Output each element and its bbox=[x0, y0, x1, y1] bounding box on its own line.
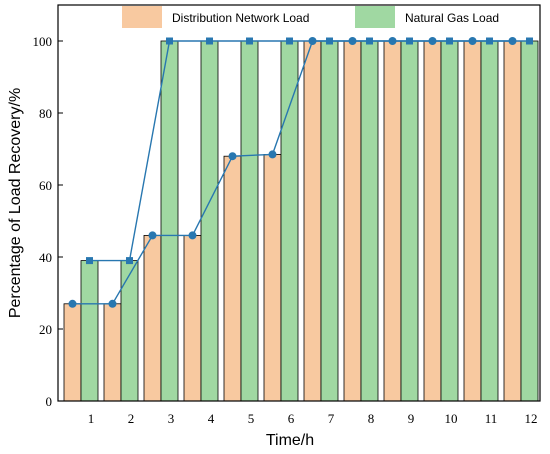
y-tick-label-60: 60 bbox=[39, 178, 52, 193]
bar-natural-gas-6 bbox=[280, 40, 299, 402]
bar-natural-gas-7 bbox=[320, 40, 339, 402]
bar-natural-gas-1 bbox=[80, 260, 99, 402]
point-natural-gas-2 bbox=[126, 257, 133, 265]
y-axis: 0 20 40 60 80 100 bbox=[33, 34, 63, 409]
bar-distribution-10 bbox=[423, 40, 442, 402]
y-tick-label-80: 80 bbox=[39, 106, 52, 121]
point-natural-gas-9 bbox=[406, 37, 413, 45]
bar-natural-gas-9 bbox=[400, 40, 419, 402]
point-natural-gas-10 bbox=[446, 37, 453, 45]
bar-natural-gas-3 bbox=[160, 40, 179, 402]
bar-distribution-1 bbox=[63, 303, 82, 402]
legend-swatch-distribution bbox=[122, 6, 162, 28]
x-tick-label-5: 5 bbox=[248, 411, 255, 426]
y-tick-label-0: 0 bbox=[46, 394, 53, 409]
x-tick-label-11: 11 bbox=[485, 411, 498, 426]
y-tick-label-40: 40 bbox=[39, 250, 52, 265]
legend-swatch-natural-gas bbox=[355, 6, 395, 28]
point-distribution-2 bbox=[108, 299, 117, 308]
point-distribution-5 bbox=[228, 152, 237, 161]
bar-natural-gas-2 bbox=[120, 260, 139, 402]
point-distribution-1 bbox=[68, 299, 77, 308]
x-tick-label-9: 9 bbox=[408, 411, 415, 426]
point-natural-gas-1 bbox=[86, 257, 93, 265]
bar-distribution-9 bbox=[383, 40, 402, 402]
y-axis-title: Percentage of Load Recovery/% bbox=[7, 88, 24, 318]
point-distribution-6 bbox=[268, 150, 277, 159]
bar-distribution-5 bbox=[223, 155, 242, 402]
bar-distribution-2 bbox=[103, 303, 122, 402]
bar-distribution-8 bbox=[343, 40, 362, 402]
x-tick-label-8: 8 bbox=[368, 411, 375, 426]
legend: Distribution Network Load Natural Gas Lo… bbox=[122, 6, 499, 28]
bar-distribution-3 bbox=[143, 234, 162, 402]
point-natural-gas-11 bbox=[486, 37, 493, 45]
bar-distribution-6 bbox=[263, 153, 282, 402]
bar-natural-gas-12 bbox=[520, 40, 539, 402]
point-natural-gas-7 bbox=[326, 37, 333, 45]
bar-distribution-11 bbox=[463, 40, 482, 402]
point-natural-gas-6 bbox=[286, 37, 293, 45]
bar-distribution-12 bbox=[503, 40, 522, 402]
point-natural-gas-12 bbox=[526, 37, 533, 45]
y-tick-label-100: 100 bbox=[33, 34, 53, 49]
lines bbox=[68, 37, 533, 308]
x-tick-label-7: 7 bbox=[328, 411, 335, 426]
bars bbox=[63, 40, 539, 402]
x-tick-label-4: 4 bbox=[208, 411, 215, 426]
bar-natural-gas-11 bbox=[480, 40, 499, 402]
bar-distribution-4 bbox=[183, 234, 202, 402]
x-tick-label-3: 3 bbox=[168, 411, 175, 426]
point-natural-gas-8 bbox=[366, 37, 373, 45]
point-natural-gas-5 bbox=[246, 37, 253, 45]
point-natural-gas-4 bbox=[206, 37, 213, 45]
bar-distribution-7 bbox=[303, 40, 322, 402]
legend-label-distribution: Distribution Network Load bbox=[172, 11, 309, 25]
legend-label-natural-gas: Natural Gas Load bbox=[405, 11, 499, 25]
x-tick-label-1: 1 bbox=[88, 411, 95, 426]
x-axis-title: Time/h bbox=[266, 432, 314, 449]
point-distribution-4 bbox=[188, 231, 197, 240]
x-axis: 1 2 3 4 5 6 7 8 9 10 11 12 bbox=[88, 411, 538, 426]
bar-natural-gas-5 bbox=[240, 40, 259, 402]
y-tick-label-20: 20 bbox=[39, 322, 52, 337]
bar-natural-gas-10 bbox=[440, 40, 459, 402]
x-tick-label-12: 12 bbox=[525, 411, 538, 426]
bar-natural-gas-4 bbox=[200, 40, 219, 402]
x-tick-label-6: 6 bbox=[288, 411, 295, 426]
plot-frame bbox=[57, 4, 541, 402]
point-distribution-3 bbox=[148, 231, 157, 240]
line-natural-gas bbox=[89, 40, 530, 262]
point-natural-gas-3 bbox=[166, 37, 173, 45]
bar-natural-gas-8 bbox=[360, 40, 379, 402]
x-tick-label-2: 2 bbox=[128, 411, 135, 426]
x-tick-label-10: 10 bbox=[445, 411, 458, 426]
